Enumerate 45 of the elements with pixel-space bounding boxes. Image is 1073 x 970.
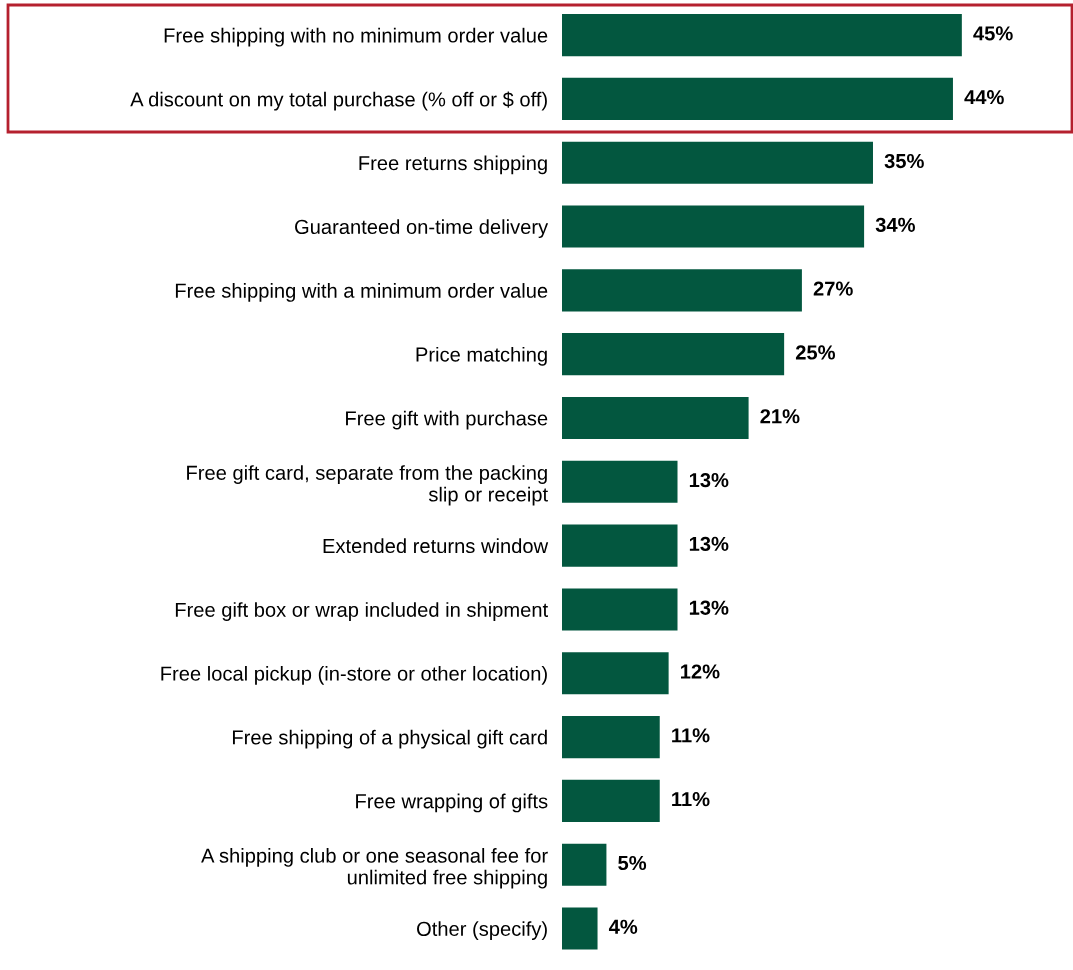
bar xyxy=(562,396,749,440)
data-label: 21% xyxy=(760,409,800,424)
y-tick-label: Free wrapping of gifts xyxy=(356,793,548,813)
bar xyxy=(562,333,785,376)
data-label: 13% xyxy=(689,600,729,615)
bar xyxy=(562,907,598,950)
y-tick-label: Extended returns window xyxy=(323,538,549,554)
bar xyxy=(562,460,678,503)
data-label: 4% xyxy=(608,919,638,934)
data-label: 11% xyxy=(672,728,710,743)
data-label: 27% xyxy=(813,281,853,296)
bar xyxy=(562,652,669,695)
y-tick-label: Free shipping with a minimum order value xyxy=(175,283,548,302)
y-tick-label: Guaranteed on-time delivery xyxy=(295,219,549,239)
y-tick-label: Price matching xyxy=(416,346,547,366)
y-tick-label: Free shipping with no minimum order value xyxy=(164,27,548,47)
bar xyxy=(562,14,962,57)
data-label: 13% xyxy=(689,536,729,552)
bar xyxy=(562,588,678,631)
bar xyxy=(562,77,953,120)
bar xyxy=(562,716,660,759)
y-tick-label: Other (specify) xyxy=(417,921,547,940)
data-label: 13% xyxy=(689,472,729,488)
bar xyxy=(562,269,802,312)
bar xyxy=(562,205,865,248)
data-label: 35% xyxy=(884,153,924,169)
y-tick-label: Free gift card, separate from the packing slip or receipt xyxy=(187,465,548,506)
bar xyxy=(562,779,660,822)
data-label: 5% xyxy=(618,855,647,871)
y-tick-label: Free gift with purchase xyxy=(346,410,548,430)
y-tick-label: Free local pickup (in-store or other location) xyxy=(161,665,547,685)
data-label: 25% xyxy=(795,345,836,360)
data-label: 11% xyxy=(672,792,710,807)
y-tick-label: A discount on my total purchase (% off or $ off) xyxy=(130,91,547,111)
y-tick-label: Free returns shipping xyxy=(359,155,547,175)
data-label: 34% xyxy=(875,217,915,232)
bar xyxy=(562,843,607,886)
y-tick-label: Free shipping of a physical gift card xyxy=(232,729,547,749)
bar xyxy=(562,524,678,567)
data-label: 12% xyxy=(681,664,720,679)
y-tick-label: A shipping club or one seasonal fee for unlimited free shipping xyxy=(201,848,548,889)
data-label: 44% xyxy=(964,90,1004,105)
bar xyxy=(562,141,873,184)
data-label: 45% xyxy=(973,26,1013,41)
y-tick-label: Free gift box or wrap included in shipment xyxy=(175,602,548,621)
